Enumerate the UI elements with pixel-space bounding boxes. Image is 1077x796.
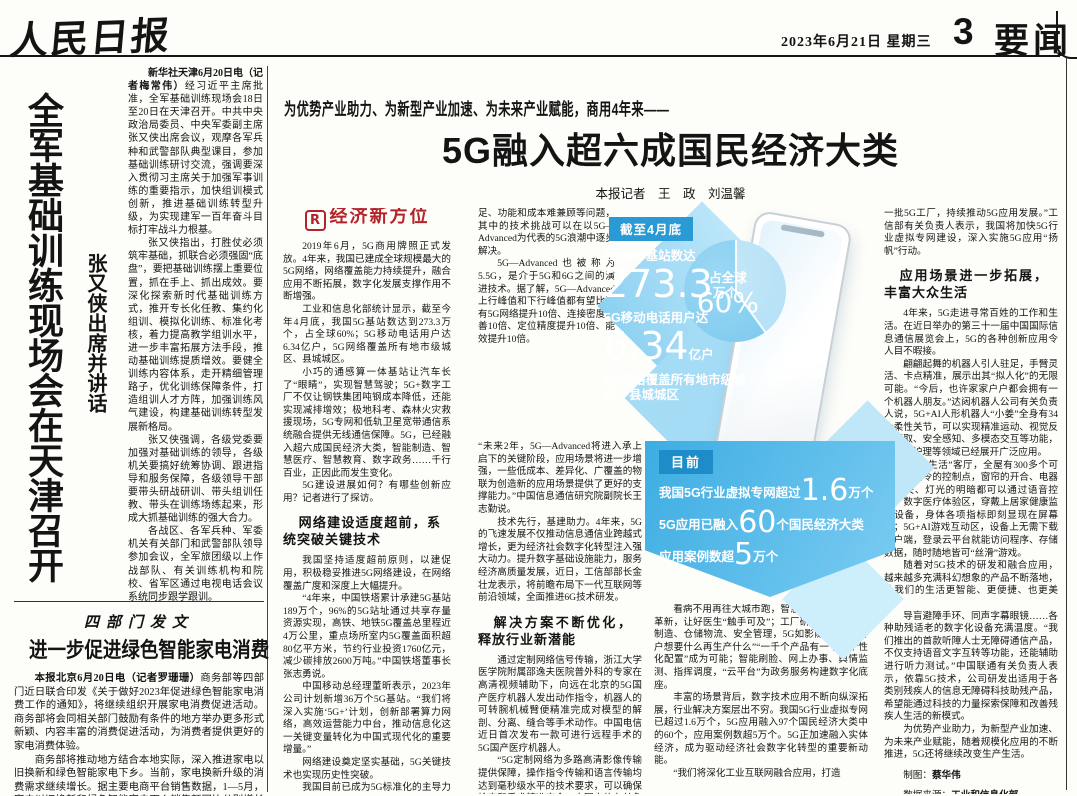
paragraph: 一批5G工厂，持续推动5G应用发展。”工信部有关负责人表示，我国将加快5G行业虚… [884,208,1058,257]
paragraph: “我们将深化工业互联网融合应用，打造 [673,767,841,779]
col1b-paragraphs: 我国坚持适度超前原则，以建促用，积极稳妥推进5G网络建设，在网络覆盖广度和深度上… [283,555,451,794]
paragraph: 4年来，5G走进寻常百姓的工作和生活。在近日举办的第三十一届中国国际信息通信展览… [884,308,1058,358]
page-corner-rule [1056,11,1077,59]
data-source-credit: 数据来源：工业和信息化部 [884,790,1058,794]
paragraph: 小巧的通感算一体基站让汽车长了“眼睛”，实现智慧驾驶；5G+数字工厂不仅让钢铁集… [283,366,451,479]
paragraph: 技术先行，基建助力。4年来，5G的飞速发展不仅推动信息通信业跨越式增长，更为经济… [478,516,642,604]
paragraph: 各战区、各军兵种、军委机关有关部门和武警部队领导参加会议，全军旅团级以上作战部队… [128,526,263,603]
paragraph: 足、功能和成本难兼顾等问题，其中的技术挑战可以在以5G—Advanced为代表的… [478,208,615,257]
infographic-date-label: 截至4月底 [609,217,693,241]
paragraph: 商务部将推动地方结合本地实际，深入推进家电以旧换新和绿色智能家电下乡。当前，家电… [14,754,264,796]
pie-label: 占全球 [709,270,747,285]
military-article-body: 新华社天津6月20日电（记者梅常伟）经习近平主席批准，全军基础训练现场会18日至… [128,67,263,604]
dateline: 新华社天津6月20日电 [148,68,243,79]
stat-row: 应用案例数超5万个 [659,537,779,572]
paragraph: 导盲避障手环、同声字幕眼镜……各种助残适老的数字化设备充满温度。“我们推出的首款… [884,610,1058,723]
col3-paragraphs: 看病不用再往大城市跑，智慧医疗将推动产业革新，让好医生“触手可及”；工厂研发设计… [654,604,868,780]
col2c-paragraphs: 通过定制网络信号传输，浙江大学医学院附属邵逸夫医院普外科的专家在高清视频辅助下，… [478,655,642,794]
appliance-headline: 进一步促进绿色智能家电消费 [29,638,270,662]
paragraph: 看病不用再往大城市跑，智慧医疗将推动产业革新，让好医生“触手可及”；工厂研发设计… [654,604,868,691]
paragraph: “数智生活”客厅，全屋有300多个可以接收指令的控制点，窗帘的开合、电器的开关、… [884,459,1058,559]
stat-label: 5G移动电话用户达 [604,311,709,325]
rmrb-column-logo-icon: R [304,210,326,231]
paragraph: 张又侠指出，打胜仗必须筑牢基础，抓联合必须强固“底盘”，要把基础训练摆上重要位置… [128,238,263,433]
paragraph: 本报北京6月20日电（记者罗珊珊）商务部等四部门近日联合印发《关于做好2023年… [14,673,265,752]
paragraph: 5G建设进展如何？有哪些创新应用？记者进行了探访。 [283,480,451,504]
stat-row: 我国5G行业虚拟专网超过1.6万个 [659,473,874,508]
graphic-credit: 制图：蔡华伟 [903,769,961,781]
main-headline: 5G融入超六成国民经济大类 [441,130,900,171]
main-column-4: 一批5G工厂，持续推动5G应用发展。”工信部有关负责人表示，我国将加快5G行业虚… [884,208,1058,794]
pie-divider [735,240,737,291]
stat-row: 5G应用已融入60个国民经济大类 [659,505,864,540]
paragraph: 为优势产业助力，为新型产业加速、为未来产业赋能，随着规模化应用的不断推进，5G还… [884,723,1058,761]
main-kicker: 为优势产业助力、为新型产业加速、为未来产业赋能，商用4年来—— [284,100,670,119]
vertical-headline: 全军基础训练现场会在天津召开 [23,92,64,582]
stat-value: 273.3万个 [604,262,738,306]
page-right-border [1066,57,1067,790]
column-logo: R 经济新方位 [283,208,451,231]
col4a-paragraphs: 一批5G工厂，持续推动5G应用发展。”工信部有关负责人表示，我国将加快5G行业虚… [884,208,1058,258]
paragraph: 通过定制网络信号传输，浙江大学医学院附属邵逸夫医院普外科的专家在高清视频辅助下，… [478,654,642,754]
paragraph: 网络建设奠定坚实基础，5G关键技术也实现历史性突破。 [283,756,451,781]
main-column-2-lower: “未来2年，5G—Advanced将进入承上启下的关键阶段，应用场景将进一步增强… [478,441,642,794]
main-column-2-upper: 足、功能和成本难兼顾等问题，其中的技术挑战可以在以5G—Advanced为代表的… [478,208,615,440]
header-rule [0,55,1060,57]
paragraph: 中国移动总经理董昕表示，2023年公司计划新增36万个5G基站。“我们将深入实施… [283,681,451,756]
section-title: 要闻 [994,22,1073,61]
col4b-paragraphs: 4年来，5G走进寻常百姓的工作和生活。在近日举办的第三十一届中国国际信息通信展览… [884,308,1058,761]
paragraph: 随着对5G技术的研发和融合应用，越来越多充满科幻想象的产品不断落地，让我们的生活… [884,560,1058,609]
date-text: 2023年6月21日 星期三 [781,35,932,50]
appliance-paragraphs: 商务部将推动地方结合本地实际，深入推进家电以旧换新和绿色智能家电下乡。当前，家电… [14,754,264,796]
infographic-current-label: 目前 [659,450,714,474]
subheading-3: 应用场景进一步拓展，丰富大众生活 [884,268,1048,301]
pie-chart: 占全球 60% [684,240,786,342]
appliance-kicker: 四部门发文 [83,615,194,631]
appliance-article-body: 本报北京6月20日电（记者罗珊珊）商务部等四部门近日联合印发《关于做好2023年… [14,672,264,796]
stat-label: 我国5G基站数达 [604,249,696,263]
paragraph: 我国坚持适度超前原则，以建促用，积极稳妥推进5G网络建设，在网络覆盖广度和深度上… [283,555,451,592]
col2a-paragraphs: 足、功能和成本难兼顾等问题，其中的技术挑战可以在以5G—Advanced为代表的… [478,208,615,347]
paragraph: 5G—Advanced也被称为5.5G，是介于5G和6G之间的演进技术。据了解，… [478,258,615,345]
subheading-1: 网络建设适度超前，系统突破关键技术 [283,515,441,548]
paragraph: 工业和信息化部统计显示，截至今年4月底，我国5G基站数达到273.3万个，占全球… [283,303,451,366]
paragraph: 我国目前已成为5G标准化的主导力量，5G标准必要专利声明数量占全球42.2%。专… [302,782,451,794]
main-column-3: 看病不用再往大城市跑，智慧医疗将推动产业革新，让好医生“触手可及”；工厂研发设计… [654,604,868,794]
reporter-credit: （记者梅常伟） [128,68,263,93]
military-paragraphs: 张又侠指出，打胜仗必须筑牢基础，抓联合必须强固“底盘”，要把基础训练摆上重要位置… [128,237,263,604]
page-number: 3 [953,11,974,52]
paragraph: “未来2年，5G—Advanced将进入承上启下的关键阶段，应用场景将进一步增强… [478,441,642,515]
paragraph: “5G定制网络为多路高清影像传输提供保障，操作指令传输和语言传输均达到毫秒级水平… [478,755,642,794]
column-divider [267,66,268,792]
stat-label: 5G网络覆盖所有地市级城区、县城城区 [604,373,746,402]
vertical-subheadline: 张又侠出席并讲话 [84,253,106,413]
col1-paragraphs: 2019年6月，5G商用牌照正式发放。4年来，我国已建成全球规模最大的5G网络，… [283,241,451,505]
paragraph: 翩翩起舞的机器人引人驻足，手臂灵活、卡点精准，展示出其“拟人化”的无限可能。“今… [884,358,1058,458]
pie-value: 60% [696,285,759,319]
infographic-stats: 我国5G基站数达 273.3万个 5G移动电话用户达 6.34亿户 5G网络覆盖… [604,242,760,403]
paragraph: 张又侠强调，各级党委要加强对基础训练的领导，各级机关要搞好统筹协调、跟进指导和服… [128,434,263,525]
byline: 本报记者 王 政 刘温馨 [595,187,746,201]
stat-value: 6.34亿户 [604,324,714,368]
dateline: 本报北京6月20日电 [34,673,126,684]
paragraph: 2019年6月，5G商用牌照正式发放。4年来，我国已建成全球规模最大的5G网络，… [283,241,451,303]
column-logo-label: 经济新方位 [329,208,430,226]
paragraph: 丰富的场景背后，数字技术应用不断向纵深拓展，行业解决方案层出不穷。我国5G行业虚… [654,692,868,767]
paragraph: “4年来，中国铁塔累计承建5G基站189万个，96%的5G站址通过共享存量资源实… [283,593,451,680]
main-column-1: R 经济新方位 2019年6月，5G商用牌照正式发放。4年来，我国已建成全球规模最… [283,208,451,794]
col2b-paragraphs: “未来2年，5G—Advanced将进入承上启下的关键阶段，应用场景将进一步增强… [478,441,642,605]
reporter-credit: （记者罗珊珊） [125,673,201,684]
section-divider [14,601,264,602]
subheading-2: 解决方案不断优化，释放行业新潜能 [478,614,632,647]
paragraph: 新华社天津6月20日电（记者梅常伟）经习近平主席批准，全军基础训练现场会18日至… [128,68,264,237]
